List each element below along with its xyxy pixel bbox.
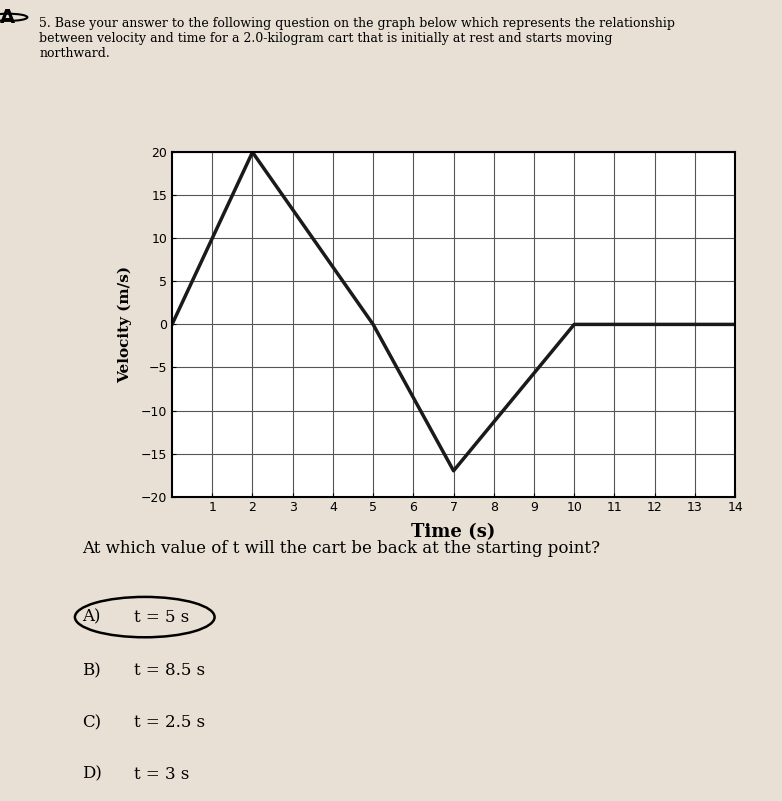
Text: A: A: [0, 8, 16, 26]
Text: D): D): [82, 766, 102, 783]
Text: At which value of t will the cart be back at the starting point?: At which value of t will the cart be bac…: [82, 540, 601, 557]
Text: B): B): [82, 662, 101, 679]
Text: 5. Base your answer to the following question on the graph below which represent: 5. Base your answer to the following que…: [39, 18, 675, 60]
Text: t = 5 s: t = 5 s: [134, 609, 189, 626]
Text: t = 2.5 s: t = 2.5 s: [134, 714, 205, 731]
Text: t = 3 s: t = 3 s: [134, 766, 189, 783]
Text: C): C): [82, 714, 102, 731]
Y-axis label: Velocity (m/s): Velocity (m/s): [118, 266, 132, 383]
Text: A): A): [82, 609, 101, 626]
X-axis label: Time (s): Time (s): [411, 523, 496, 541]
Text: t = 8.5 s: t = 8.5 s: [134, 662, 205, 679]
